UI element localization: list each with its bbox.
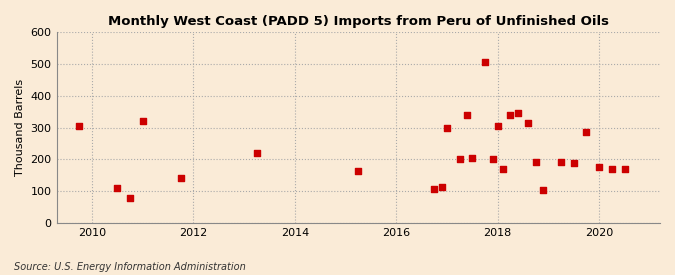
Point [568, 161, 579, 166]
Point [556, 160, 566, 164]
Point [112, 186, 123, 190]
Point [505, 112, 516, 117]
Point [619, 167, 630, 171]
Point [252, 151, 263, 155]
Point [606, 167, 617, 171]
Point [480, 60, 491, 64]
Point [531, 160, 541, 164]
Point [522, 120, 533, 125]
Point [176, 175, 186, 180]
Point [353, 169, 364, 174]
Point [74, 123, 85, 128]
Point [125, 196, 136, 200]
Point [497, 167, 508, 171]
Point [581, 130, 592, 134]
Point [492, 124, 503, 128]
Title: Monthly West Coast (PADD 5) Imports from Peru of Unfinished Oils: Monthly West Coast (PADD 5) Imports from… [108, 15, 609, 28]
Point [437, 185, 448, 189]
Point [467, 156, 478, 161]
Point [487, 157, 498, 162]
Point [454, 157, 465, 162]
Y-axis label: Thousand Barrels: Thousand Barrels [15, 79, 25, 176]
Text: Source: U.S. Energy Information Administration: Source: U.S. Energy Information Administ… [14, 262, 245, 271]
Point [512, 111, 523, 116]
Point [462, 112, 472, 117]
Point [594, 165, 605, 170]
Point [441, 125, 452, 130]
Point [429, 187, 439, 191]
Point [137, 119, 148, 123]
Point [538, 188, 549, 192]
